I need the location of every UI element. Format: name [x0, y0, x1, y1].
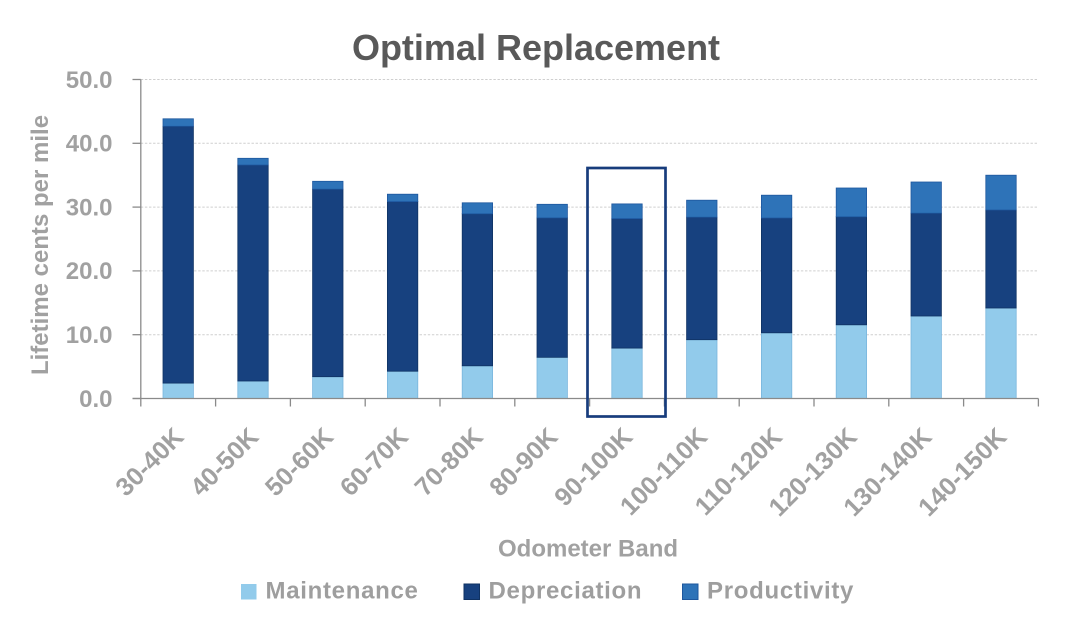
svg-text:40.0: 40.0	[66, 131, 113, 158]
svg-text:50.0: 50.0	[66, 67, 113, 94]
svg-text:Maintenance: Maintenance	[266, 578, 419, 605]
svg-text:10.0: 10.0	[66, 322, 113, 349]
svg-text:Depreciation: Depreciation	[489, 578, 643, 605]
svg-text:Optimal Replacement: Optimal Replacement	[352, 27, 720, 68]
svg-text:20.0: 20.0	[66, 258, 113, 285]
svg-text:Odometer Band: Odometer Band	[498, 536, 678, 563]
svg-text:Productivity: Productivity	[707, 578, 854, 605]
svg-text:0.0: 0.0	[79, 386, 112, 413]
svg-text:30.0: 30.0	[66, 194, 113, 221]
svg-text:Lifetime cents per mile: Lifetime cents per mile	[27, 115, 54, 375]
